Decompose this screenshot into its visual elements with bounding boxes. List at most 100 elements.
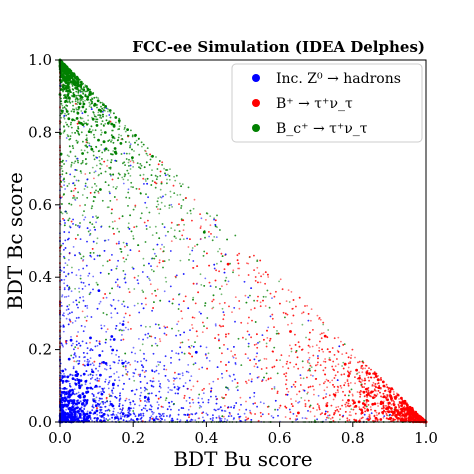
scatter-point: [127, 288, 130, 290]
scatter-point: [148, 335, 151, 338]
scatter-point: [84, 316, 86, 319]
scatter-point: [218, 408, 221, 410]
scatter-point: [113, 414, 116, 416]
scatter-point: [104, 410, 107, 412]
scatter-point: [285, 363, 288, 365]
scatter-point: [149, 279, 151, 281]
scatter-point: [170, 203, 173, 206]
scatter-point: [336, 389, 339, 391]
scatter-point: [198, 311, 201, 313]
scatter-point: [142, 177, 145, 180]
scatter-point: [107, 108, 110, 111]
scatter-point: [176, 194, 179, 196]
scatter-point: [68, 259, 70, 261]
scatter-point: [195, 283, 198, 285]
scatter-point: [121, 334, 123, 336]
scatter-point: [174, 371, 176, 374]
scatter-point: [205, 412, 208, 415]
scatter-point: [128, 158, 130, 161]
scatter-point: [161, 243, 163, 246]
scatter-point: [86, 315, 89, 318]
scatter-point: [119, 412, 122, 415]
scatter-point: [87, 275, 90, 277]
scatter-point: [141, 271, 144, 273]
scatter-point: [366, 396, 368, 399]
scatter-point: [76, 359, 79, 362]
scatter-point: [97, 114, 100, 116]
scatter-point: [81, 384, 83, 387]
scatter-point: [81, 98, 84, 101]
scatter-point: [108, 167, 111, 169]
scatter-point: [131, 266, 134, 269]
scatter-point: [307, 399, 310, 402]
scatter-point: [75, 392, 78, 395]
scatter-point: [113, 361, 116, 364]
scatter-point: [167, 230, 169, 233]
scatter-point: [258, 359, 260, 362]
scatter-point: [192, 401, 195, 404]
scatter-point: [363, 386, 365, 388]
scatter-point: [341, 353, 344, 355]
scatter-point: [82, 259, 85, 261]
scatter-point: [101, 101, 104, 104]
scatter-point: [175, 352, 178, 355]
scatter-point: [328, 357, 331, 359]
scatter-point: [340, 373, 343, 376]
scatter-point: [214, 323, 217, 325]
scatter-point: [393, 393, 395, 396]
scatter-point: [96, 344, 99, 347]
scatter-point: [164, 326, 167, 329]
scatter-point: [128, 152, 131, 155]
scatter-point: [377, 405, 379, 407]
scatter-point: [156, 168, 159, 170]
scatter-point: [197, 397, 200, 399]
scatter-point: [174, 275, 177, 278]
scatter-point: [92, 364, 95, 367]
scatter-point: [175, 334, 178, 337]
scatter-point: [151, 180, 154, 182]
scatter-point: [132, 407, 135, 409]
scatter-point: [138, 404, 141, 407]
scatter-point: [308, 356, 311, 359]
scatter-point: [213, 236, 216, 238]
scatter-point: [133, 150, 135, 152]
scatter-point: [162, 406, 165, 408]
scatter-point: [71, 131, 74, 134]
scatter-point: [66, 154, 69, 157]
scatter-point: [145, 225, 148, 227]
scatter-point: [116, 285, 119, 288]
scatter-point: [92, 275, 95, 278]
scatter-point: [204, 277, 207, 280]
scatter-point: [105, 313, 108, 316]
scatter-point: [93, 158, 96, 161]
scatter-point: [129, 143, 132, 146]
scatter-point: [152, 385, 155, 388]
scatter-point: [132, 166, 135, 168]
scatter-point: [218, 248, 221, 250]
scatter-point: [110, 312, 113, 315]
scatter-point: [84, 99, 86, 102]
scatter-point: [72, 301, 75, 304]
scatter-point: [178, 223, 180, 226]
scatter-point: [367, 404, 370, 406]
scatter-point: [214, 409, 217, 412]
scatter-point: [376, 414, 378, 417]
scatter-point: [243, 280, 246, 283]
scatter-point: [175, 274, 178, 277]
scatter-point: [169, 389, 172, 391]
scatter-point: [141, 289, 144, 292]
scatter-point: [116, 415, 119, 418]
scatter-point: [307, 391, 309, 394]
scatter-point: [97, 370, 100, 372]
scatter-point: [142, 291, 145, 293]
scatter-point: [392, 391, 395, 393]
scatter-point: [107, 206, 110, 209]
scatter-point: [302, 366, 304, 369]
scatter-point: [359, 381, 362, 383]
scatter-point: [113, 407, 115, 410]
scatter-point: [168, 416, 171, 418]
scatter-point: [289, 411, 292, 414]
scatter-point: [159, 340, 162, 343]
scatter-point: [101, 199, 104, 202]
scatter-point: [97, 97, 100, 99]
